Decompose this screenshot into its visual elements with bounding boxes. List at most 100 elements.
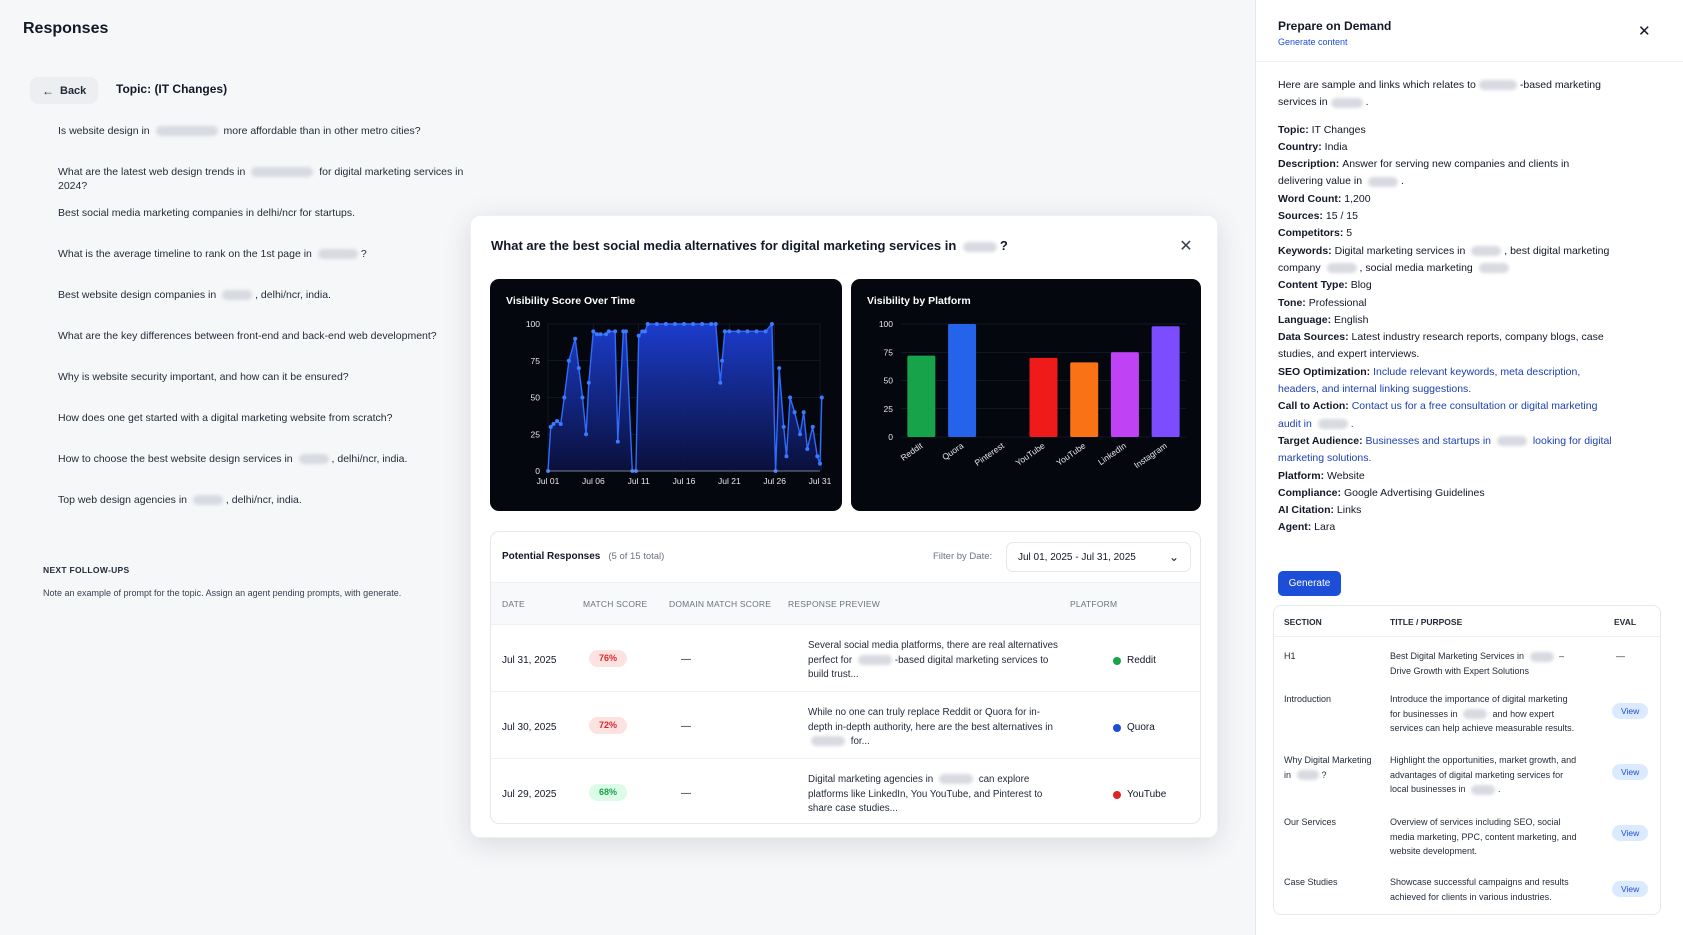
section-name: Our Services [1284, 817, 1337, 827]
data-point [594, 332, 599, 337]
bar [907, 355, 936, 437]
section-purpose: Highlight the opportunities, market grow… [1390, 755, 1577, 795]
question-item[interactable]: Best social media marketing companies in… [58, 207, 356, 219]
table-row[interactable]: Jul 29, 2025 68% — Digital marketing agenci… [491, 759, 1200, 823]
content-field: Language: English [1278, 312, 1613, 329]
line-chart-svg: 0 25 50 75 100 Jul 01 Jul 06 Jul 11 Jul 16 Jul 21… [526, 319, 832, 486]
filter-label: Filter by Date: [933, 551, 993, 562]
redacted-text [962, 241, 997, 252]
field-value: Include relevant keywords, meta descript… [1278, 365, 1581, 396]
field-key: Tone: [1278, 296, 1309, 309]
arrow-left-icon: ← [42, 83, 54, 98]
topic-title: Topic: (IT Changes) [116, 82, 228, 96]
question-item[interactable]: Top web design agencies in , delhi/ncr, … [58, 494, 302, 506]
section-row: Our Services Overview of services includi… [1274, 803, 1660, 863]
field-value: English [1334, 313, 1369, 326]
field-key: Country: [1278, 140, 1325, 153]
data-point [691, 322, 696, 326]
data-point [672, 322, 677, 326]
bar [1029, 357, 1058, 437]
field-value: Businesses and startups in looking for d… [1278, 434, 1612, 465]
chart-title: Visibility Score Over Time [506, 295, 636, 307]
x-tick-label: Quora [940, 440, 965, 462]
status-dot-icon [1113, 723, 1121, 732]
y-tick-label: 50 [531, 393, 541, 403]
field-key: Word Count: [1278, 192, 1345, 205]
content-field: Description: Answer for serving new comp… [1278, 156, 1613, 191]
question-item[interactable]: How does one get started with a digital … [58, 412, 393, 424]
content-field: Country: India [1278, 139, 1613, 156]
content-field: Word Count: 1,200 [1278, 191, 1613, 208]
platform-cell: YouTube [1113, 789, 1166, 800]
match-score-badge: 68% [589, 784, 628, 801]
x-tick-label: Jul 11 [628, 476, 650, 486]
field-key: Description: [1278, 158, 1343, 171]
data-point [598, 332, 603, 337]
x-tick-label: Jul 21 [718, 476, 741, 486]
content-field: Agent: Lara [1278, 519, 1613, 536]
row-date: Jul 31, 2025 [502, 655, 557, 666]
x-tick-label: Jul 01 [537, 476, 560, 486]
data-point [801, 410, 806, 415]
data-point [643, 329, 648, 334]
field-key: Keywords: [1278, 244, 1335, 257]
responses-title: Potential Responses [502, 551, 601, 562]
y-tick-label: 75 [884, 347, 894, 357]
area-fill [548, 324, 822, 471]
field-key: Data Sources: [1278, 331, 1352, 344]
y-tick-label: 75 [531, 356, 541, 366]
question-item[interactable]: How to choose the best website design se… [58, 453, 408, 465]
y-tick-label: 100 [879, 319, 893, 329]
table-row[interactable]: Jul 30, 2025 72% — While no one can truly r… [491, 692, 1200, 759]
chart-title: Visibility by Platform [867, 295, 971, 307]
data-point [623, 329, 628, 334]
generate-button[interactable]: Generate [1278, 571, 1341, 596]
data-point [792, 410, 797, 415]
visibility-over-time-chart: 0 25 50 75 100 Jul 01 Jul 06 Jul 11 Jul 16 Jul 21… [490, 279, 842, 511]
question-item[interactable]: What are the latest web design trends in… [58, 166, 464, 192]
redacted-text [1463, 709, 1488, 720]
section-purpose: Showcase successful campaigns and result… [1390, 877, 1569, 902]
panel-intro: Here are sample and links which relates … [1278, 79, 1601, 109]
view-button[interactable]: View [1612, 881, 1649, 897]
data-point [584, 432, 589, 437]
content-field: Data Sources: Latest industry research r… [1278, 329, 1613, 364]
panel-title: Prepare on Demand [1278, 19, 1392, 33]
col-eval: EVAL [1614, 617, 1637, 627]
question-item[interactable]: Why is website security important, and h… [58, 371, 349, 383]
content-field: Compliance: Google Advertising Guideline… [1278, 485, 1613, 502]
back-button[interactable]: ← Back [30, 77, 99, 104]
data-point [718, 380, 723, 385]
bar [1151, 326, 1180, 437]
redacted-text [317, 249, 358, 260]
view-button[interactable]: View [1612, 825, 1649, 841]
y-tick-label: 25 [531, 429, 541, 439]
content-field: Keywords: Digital marketing services in … [1278, 243, 1613, 278]
date-range-select[interactable]: Jul 01, 2025 - Jul 31, 2025 ⌄ [1006, 542, 1191, 572]
content-field: Call to Action: Contact us for a free co… [1278, 398, 1613, 433]
close-icon[interactable]: ✕ [1638, 23, 1651, 40]
redacted-text [298, 454, 329, 465]
data-point [562, 395, 567, 400]
question-item[interactable]: What is the average timeline to rank on … [58, 248, 367, 260]
data-point [613, 329, 618, 334]
y-tick-label: 0 [888, 432, 893, 442]
view-button[interactable]: View [1612, 702, 1649, 719]
redacted-text [192, 495, 223, 506]
field-key: Call to Action: [1278, 400, 1352, 413]
y-tick-label: 50 [884, 376, 894, 386]
field-value: Blog [1350, 279, 1372, 292]
close-icon[interactable]: ✕ [1179, 238, 1193, 255]
content-field: Topic: IT Changes [1278, 122, 1613, 139]
data-point [784, 454, 789, 459]
data-point [769, 322, 774, 326]
view-button[interactable]: View [1612, 764, 1649, 780]
question-item[interactable]: Best website design companies in , delhi… [58, 289, 331, 301]
x-tick-label: Reddit [899, 440, 925, 463]
redacted-text [1317, 418, 1348, 429]
data-point [815, 454, 820, 459]
question-item[interactable]: Is website design in more affordable tha… [58, 125, 421, 137]
table-row[interactable]: Jul 31, 2025 76% — Several social media pla… [491, 625, 1200, 692]
question-item[interactable]: What are the key differences between fro… [58, 330, 437, 342]
redacted-text [155, 126, 218, 137]
